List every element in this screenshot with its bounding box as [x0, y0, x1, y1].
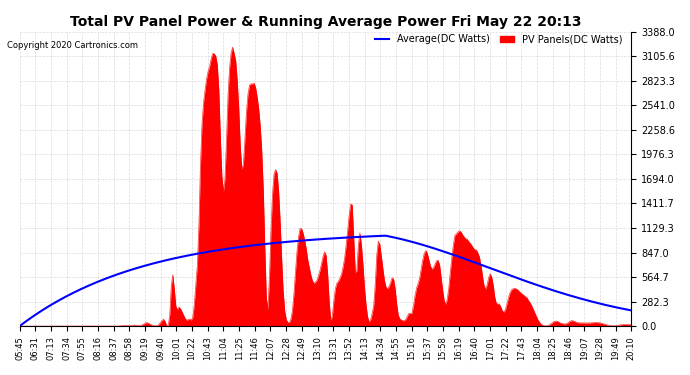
Legend: Average(DC Watts), PV Panels(DC Watts): Average(DC Watts), PV Panels(DC Watts)	[371, 30, 627, 48]
Text: Copyright 2020 Cartronics.com: Copyright 2020 Cartronics.com	[7, 41, 138, 50]
Title: Total PV Panel Power & Running Average Power Fri May 22 20:13: Total PV Panel Power & Running Average P…	[70, 15, 581, 29]
